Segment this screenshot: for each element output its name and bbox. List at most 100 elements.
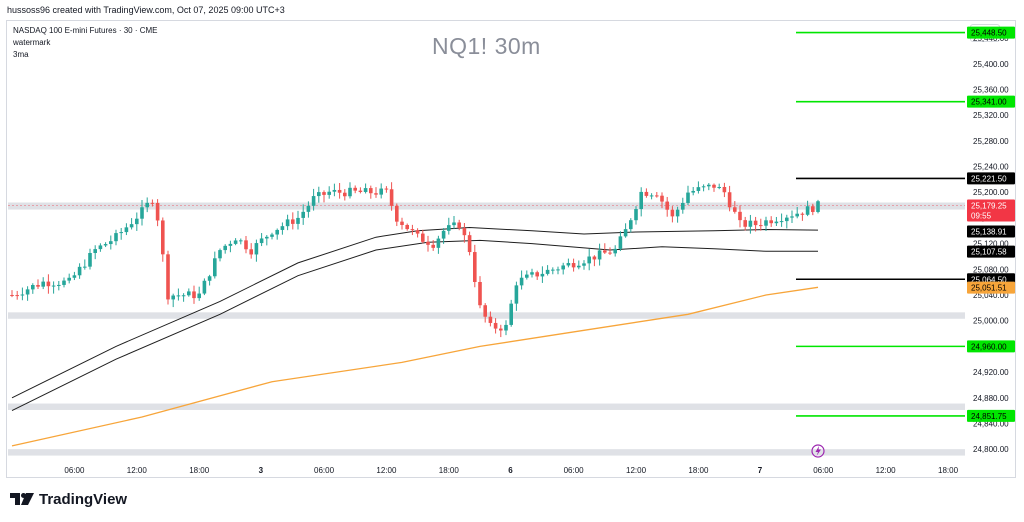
candle-body-72 <box>384 188 389 190</box>
x-tick-label: 7 <box>758 466 763 475</box>
candle-body-6 <box>41 281 45 287</box>
candle-body-40 <box>218 250 222 259</box>
candle-body-58 <box>311 196 316 206</box>
x-tick-label: 12:00 <box>376 466 397 475</box>
candle-body-140 <box>738 211 742 221</box>
candle-body-106 <box>561 265 565 270</box>
x-tick-label: 3 <box>259 466 264 475</box>
candle-body-84 <box>447 225 451 231</box>
candle-body-76 <box>405 224 409 230</box>
y-tick-label: 25,320.00 <box>973 111 1009 120</box>
candle-body-21 <box>119 232 123 234</box>
candle-body-87 <box>462 228 467 236</box>
symbol-title[interactable]: NASDAQ 100 E-mini Futures · 30 · CME <box>13 26 158 35</box>
x-tick-label: 06:00 <box>314 466 335 475</box>
candles <box>10 181 820 338</box>
y-tick-label: 25,280.00 <box>973 137 1009 146</box>
tradingview-logo-icon <box>10 493 34 505</box>
candle-body-91 <box>483 305 487 317</box>
candle-body-133 <box>701 186 706 188</box>
candle-body-125 <box>660 195 664 202</box>
candle-body-131 <box>691 190 695 193</box>
candle-body-144 <box>759 225 763 227</box>
x-tick-label: 06:00 <box>64 466 85 475</box>
candle-body-35 <box>192 291 196 299</box>
candle-body-10 <box>62 280 66 285</box>
candle-body-155 <box>816 201 820 212</box>
candle-body-48 <box>259 238 264 244</box>
candle-body-46 <box>249 249 253 255</box>
candle-body-65 <box>348 187 352 197</box>
price-tag-label: 25,107.58 <box>971 248 1007 257</box>
candle-body-38 <box>207 276 212 281</box>
candle-body-55 <box>296 217 300 224</box>
candle-body-93 <box>493 322 498 329</box>
candle-body-63 <box>337 189 342 193</box>
price-tag-label: 25,138.91 <box>971 227 1007 236</box>
indicator-watermark[interactable]: watermark <box>13 38 51 47</box>
candle-body-66 <box>353 187 357 191</box>
candle-body-116 <box>613 248 617 254</box>
candle-body-31 <box>171 295 175 300</box>
candle-body-124 <box>655 195 659 197</box>
price-tag-bg <box>967 225 1015 238</box>
candle-body-126 <box>665 201 669 210</box>
candle-body-2 <box>20 294 25 296</box>
candle-body-130 <box>686 192 690 203</box>
candle-body-26 <box>145 202 149 208</box>
candle-body-64 <box>343 192 347 197</box>
candle-body-17 <box>98 245 103 250</box>
candle-body-62 <box>332 189 337 192</box>
candle-body-19 <box>109 241 113 245</box>
price-tag-label: 25,179.25 <box>971 202 1007 211</box>
candle-body-104 <box>551 269 555 271</box>
candle-body-47 <box>254 243 259 255</box>
candle-body-16 <box>93 249 97 253</box>
tradingview-logo[interactable]: TradingView <box>9 490 127 508</box>
lightning-icon[interactable] <box>811 444 825 458</box>
candle-body-86 <box>457 222 461 229</box>
candle-body-82 <box>436 238 441 248</box>
candle-body-78 <box>415 230 420 234</box>
candle-body-122 <box>644 191 649 196</box>
candle-body-138 <box>727 192 732 208</box>
x-tick-label: 06:00 <box>813 466 834 475</box>
candle-body-61 <box>327 191 331 195</box>
candle-body-100 <box>530 272 534 275</box>
candle-body-111 <box>587 256 591 264</box>
candle-body-54 <box>291 219 295 224</box>
candle-body-71 <box>379 188 383 195</box>
candle-body-77 <box>410 229 415 231</box>
x-tick-label: 12:00 <box>876 466 897 475</box>
level-tag-bg <box>967 26 1015 39</box>
x-tick-label: 6 <box>508 466 513 475</box>
candle-body-29 <box>161 220 165 255</box>
candle-body-52 <box>280 226 285 230</box>
level-tag-bg <box>967 340 1015 353</box>
candle-body-44 <box>239 240 243 242</box>
candle-body-22 <box>124 227 129 233</box>
candle-body-90 <box>478 281 482 306</box>
y-tick-label: 25,080.00 <box>973 265 1009 274</box>
moving-average-line-2 <box>11 286 819 447</box>
candle-body-136 <box>717 186 721 188</box>
candle-body-80 <box>426 241 430 245</box>
candle-body-33 <box>181 295 186 297</box>
candle-body-119 <box>629 220 633 230</box>
price-tag-label: 25,051.51 <box>971 284 1007 293</box>
moving-averages <box>11 226 819 447</box>
candle-body-34 <box>187 291 191 296</box>
x-tick-label: 18:00 <box>938 466 959 475</box>
candle-body-92 <box>488 316 493 323</box>
price-tag-bg <box>967 199 1015 222</box>
candle-body-98 <box>519 277 524 286</box>
candle-body-67 <box>358 190 363 192</box>
candle-body-13 <box>77 266 82 276</box>
level-tag-label: 25,064.50 <box>971 275 1007 284</box>
indicator-3ma[interactable]: 3ma <box>13 50 29 59</box>
time-axis: 06:00 12:00 18:00 3 06:00 12:00 18:00 6 06:00 12:… <box>64 466 958 475</box>
candle-body-148 <box>779 221 784 223</box>
y-tick-label: 24,840.00 <box>973 419 1009 428</box>
candle-body-39 <box>213 258 217 277</box>
